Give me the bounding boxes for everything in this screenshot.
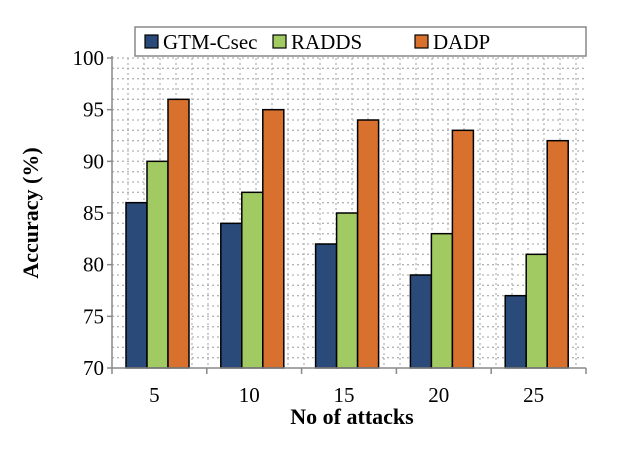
bar-dadp-5 (167, 98, 190, 369)
y-tick-label: 85 (83, 201, 104, 225)
bar-gtm-csec-20 (409, 274, 433, 369)
bar-dadp-10 (262, 108, 285, 369)
bars (125, 98, 569, 369)
legend-label-radds: RADDS (291, 30, 362, 54)
x-axis-label: No of attacks (290, 404, 414, 429)
legend-box (134, 26, 587, 57)
grid (112, 57, 586, 368)
legend-swatch-gtm-csec (144, 34, 159, 49)
x-tick-label: 15 (334, 383, 355, 407)
y-tick-label: 80 (83, 253, 104, 277)
bar-dadp-25 (546, 139, 569, 369)
legend-label-dadp: DADP (433, 30, 490, 54)
bar-radds-15 (335, 212, 359, 369)
y-tick-label: 100 (73, 46, 105, 70)
y-axis-label: Accuracy (%) (18, 147, 43, 278)
legend: GTM-Csec RADDS DADP (134, 26, 587, 57)
bar-gtm-csec-15 (314, 243, 338, 369)
bar-radds-20 (430, 232, 454, 369)
y-tick-label: 90 (83, 149, 104, 173)
bar-gtm-csec-10 (220, 222, 243, 369)
bar-radds-10 (241, 191, 264, 369)
x-tick-label: 10 (239, 383, 260, 407)
bar-gtm-csec-25 (504, 294, 527, 369)
x-tick-label: 5 (149, 383, 160, 407)
y-tick-label: 75 (83, 304, 104, 328)
bar-radds-5 (146, 160, 169, 369)
legend-swatch-radds (272, 34, 287, 49)
bar-radds-25 (525, 253, 548, 369)
x-tick-label: 25 (523, 383, 544, 407)
bar-dadp-15 (356, 119, 380, 369)
y-tick-label: 95 (83, 98, 104, 122)
x-tick-label: 20 (428, 383, 449, 407)
legend-label-gtm-csec: GTM-Csec (163, 30, 257, 54)
legend-swatch-dadp (414, 34, 429, 49)
axes: 5 10 15 20 25 70 75 80 85 90 95 100 (73, 46, 587, 407)
bar-gtm-csec-5 (125, 201, 148, 369)
y-tick-label: 70 (83, 356, 104, 380)
bar-dadp-20 (451, 129, 475, 369)
